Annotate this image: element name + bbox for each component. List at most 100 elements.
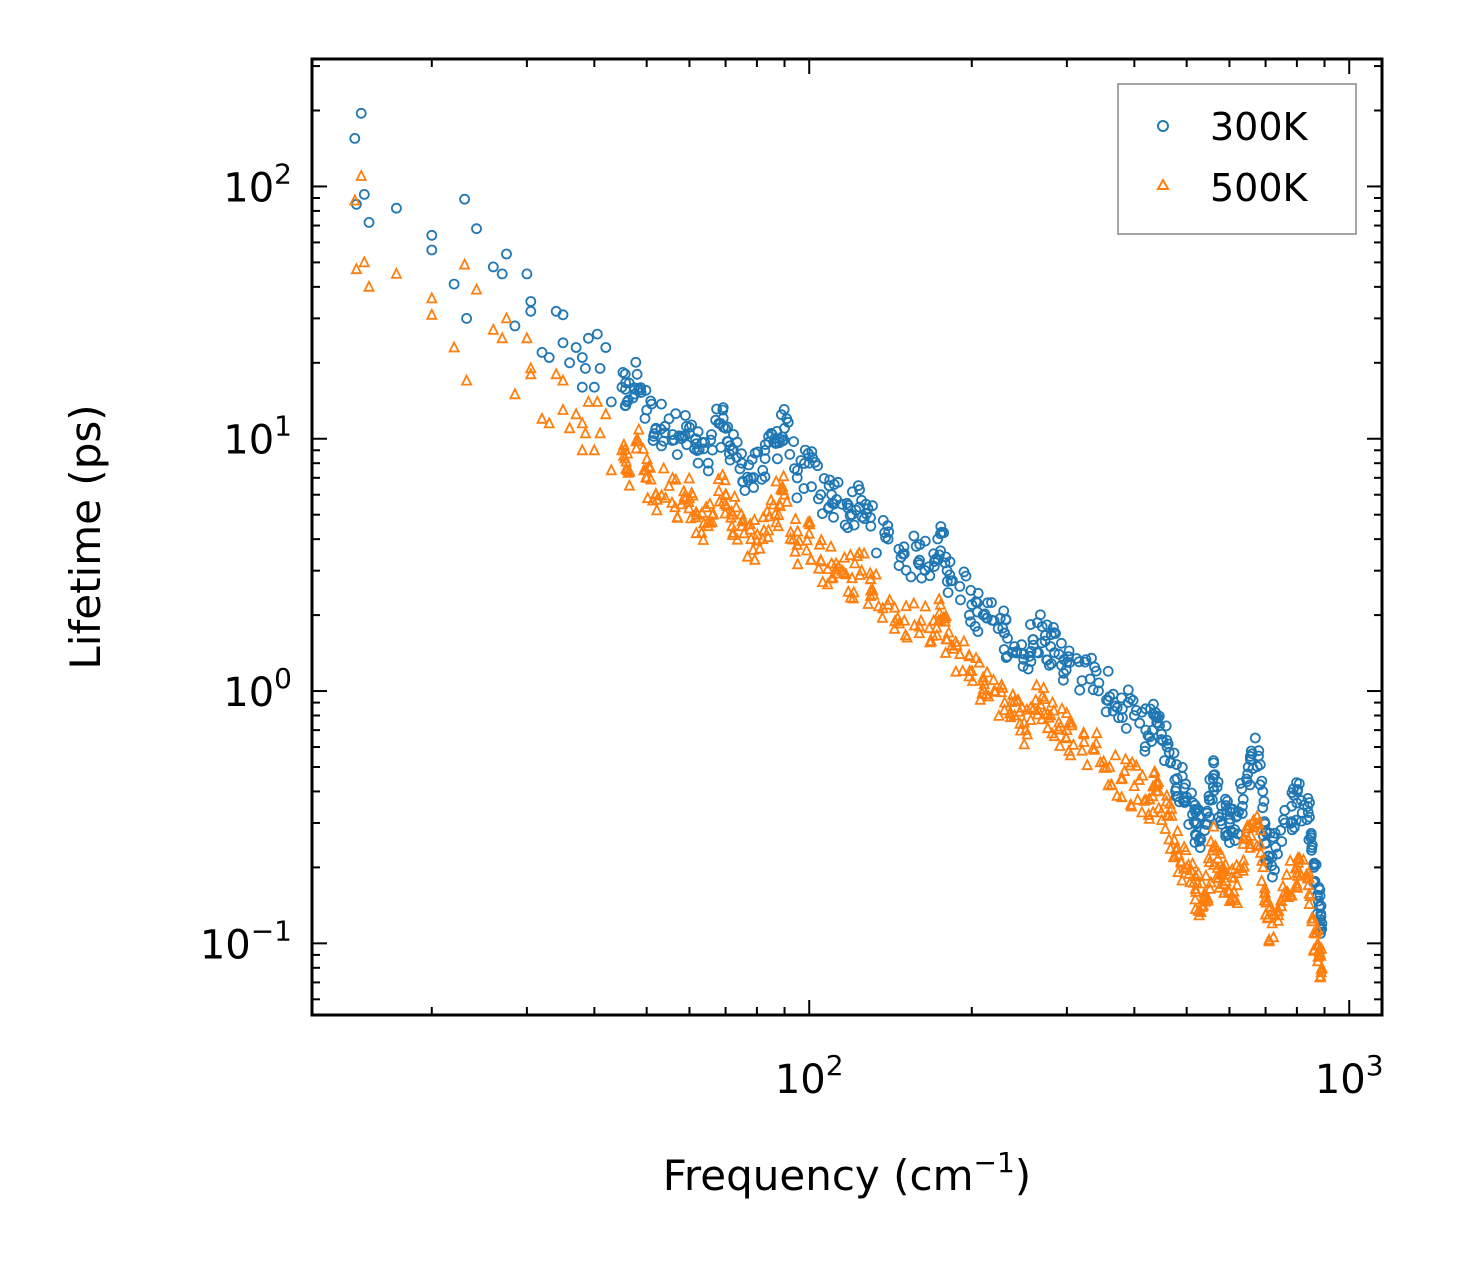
point-500k [570,407,583,420]
point-500k [816,575,829,587]
point-500k [1255,853,1268,866]
point-300k [743,459,755,471]
point-300k [594,362,606,374]
point-500k [696,505,708,518]
point-500k [1164,841,1177,854]
point-500k [899,628,912,641]
point-500k [1163,796,1176,809]
point-300k [1302,807,1314,818]
point-500k [980,687,993,700]
point-500k [855,563,868,576]
point-500k [992,708,1005,721]
point-500k [826,570,839,583]
point-500k [1142,807,1155,820]
point-500k [824,539,837,552]
point-500k [641,491,654,504]
point-500k [1125,799,1138,812]
point-300k [1000,614,1012,626]
point-300k [1017,661,1029,672]
point-500k [1216,867,1229,880]
point-300k [1305,828,1317,839]
point-500k [1064,748,1077,761]
point-300k [570,342,582,353]
point-500k [888,600,901,613]
point-500k [1118,764,1131,776]
point-300k [1074,684,1086,696]
point-500k [348,193,361,206]
point-300k [1236,808,1248,819]
point-300k [898,548,910,560]
x-axis-title-end: ) [1015,1151,1031,1200]
point-300k [1224,837,1235,848]
point-500k [1169,850,1181,863]
point-300k [525,305,537,317]
point-500k [719,473,731,486]
point-500k [666,471,679,484]
point-300k [656,398,667,410]
point-500k [1060,731,1073,744]
point-300k [663,413,675,425]
point-500k [563,421,576,434]
point-500k [1303,886,1316,899]
point-500k [1024,700,1037,713]
point-300k [1272,848,1283,860]
point-500k [791,557,804,570]
x-axis-title-sup: −1 [974,1146,1015,1179]
point-500k [934,597,947,610]
point-300k [580,362,591,374]
point-500k [1207,819,1220,832]
point-300k [692,426,704,438]
point-500k [767,497,780,510]
point-300k [1304,811,1315,823]
point-500k [728,489,741,502]
point-300k [1011,647,1022,659]
point-500k [582,394,595,407]
point-500k [358,255,371,268]
point-500k [1267,930,1280,943]
point-500k [939,645,952,658]
point-500k [425,291,438,304]
point-500k [1018,737,1031,750]
y-tick-label-exp: 0 [274,662,292,695]
point-300k [916,572,927,584]
point-300k [877,515,889,526]
point-500k [1243,837,1256,850]
legend-box [1117,83,1357,235]
point-300k [1269,827,1281,839]
x-tick-label: 103 [1315,1049,1384,1103]
point-500k [669,472,682,485]
x-tick-label-exp: 2 [826,1049,844,1082]
x-axis-title-base: Frequency (cm [663,1151,974,1200]
point-500k [1272,904,1285,917]
point-300k [791,492,803,504]
point-500k [1176,873,1189,886]
point-300k [1002,633,1013,644]
point-300k [1266,851,1278,863]
point-500k [720,498,733,511]
point-300k [1018,654,1030,665]
point-300k [1211,781,1223,793]
point-300k [349,132,361,144]
point-500k [621,446,634,459]
point-500k [777,469,790,482]
point-500k [496,331,509,344]
point-300k [722,421,734,433]
point-300k [576,381,588,393]
point-500k [793,533,806,546]
point-300k [1186,787,1197,799]
point-300k [521,268,533,280]
point-500k [837,565,850,578]
point-500k [1030,678,1043,691]
point-300k [799,457,810,469]
point-500k [736,514,748,527]
point-300k [969,621,981,632]
point-500k [1038,706,1051,719]
point-500k [987,672,1000,685]
point-500k [1226,862,1239,875]
point-300k [1246,748,1258,760]
point-300k [1048,622,1059,633]
y-axis-title: Lifetime (ps) [61,404,110,669]
y-tick-label-exp: 2 [274,157,292,190]
legend-marker-300k [1157,120,1169,132]
point-300k [847,486,858,498]
